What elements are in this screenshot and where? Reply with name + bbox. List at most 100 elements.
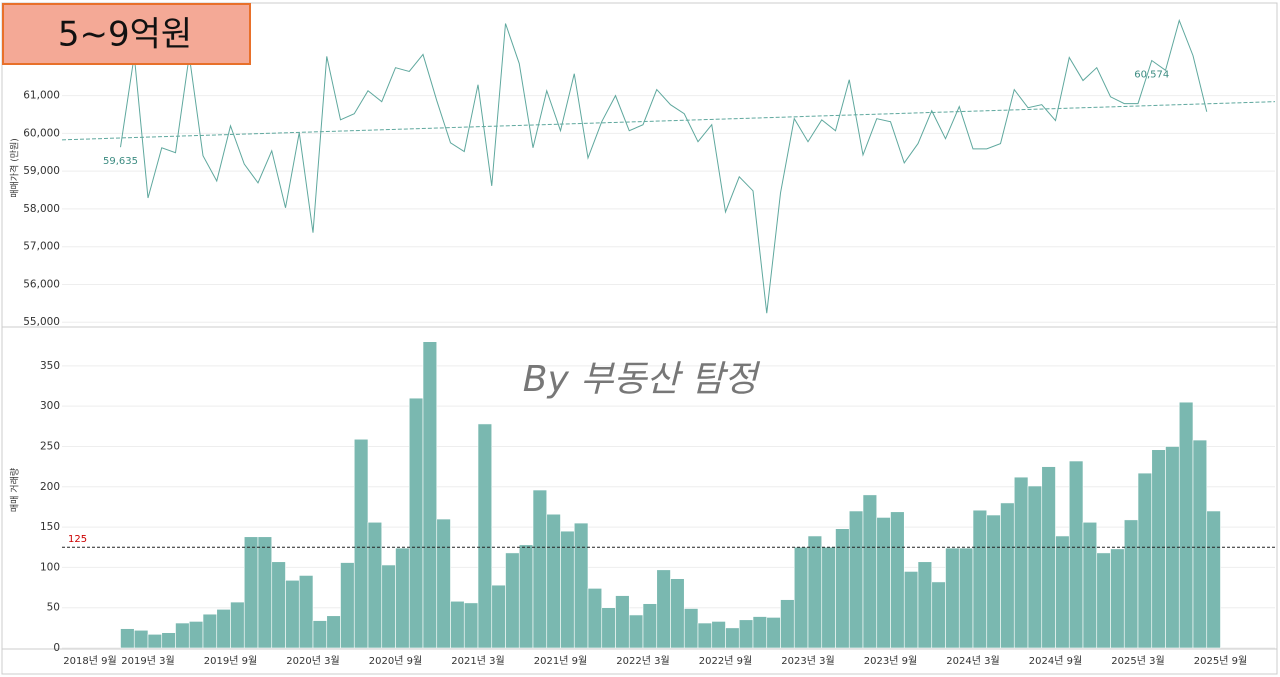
- bar: [890, 511, 905, 649]
- y-tick-label: 200: [40, 481, 60, 493]
- bar: [367, 521, 383, 649]
- bar: [147, 633, 163, 649]
- x-tick-label: 2020년 9월: [369, 655, 422, 667]
- bar: [1013, 476, 1029, 649]
- bar: [216, 609, 231, 649]
- bar: [972, 509, 988, 649]
- bar: [230, 601, 245, 649]
- bar: [683, 608, 699, 649]
- bar: [1137, 472, 1153, 649]
- bar: [491, 584, 506, 649]
- data-label: 60,574: [1134, 70, 1169, 81]
- bar: [326, 615, 341, 649]
- bar: [821, 546, 836, 649]
- bar: [120, 628, 135, 649]
- y-tick-label: 300: [40, 400, 60, 412]
- y-tick-label: 350: [40, 360, 60, 372]
- bar: [931, 581, 946, 649]
- bar: [1027, 485, 1043, 649]
- x-tick-label: 2021년 3월: [451, 655, 504, 667]
- bar: [532, 489, 548, 649]
- y-tick-label: 100: [40, 561, 60, 573]
- bar: [615, 595, 630, 649]
- watermark: By 부동산 탐정: [523, 359, 761, 400]
- bar: [1178, 401, 1194, 649]
- bar: [436, 518, 451, 649]
- bar: [1123, 519, 1139, 649]
- bar: [175, 622, 190, 649]
- y-tick-label: 60,000: [23, 127, 60, 139]
- chart-title: 5~9억원: [58, 15, 192, 55]
- bar: [271, 561, 286, 649]
- bar: [986, 514, 1001, 649]
- plot-layer: 55,000 56,000 57,000 58,000 59,000 60,000 61,0…: [23, 18, 1276, 667]
- x-tick-label: 2024년 3월: [946, 655, 999, 667]
- bar: [1110, 548, 1125, 649]
- x-tick-label: 2022년 3월: [616, 655, 669, 667]
- bar: [518, 544, 534, 649]
- bar: [711, 621, 726, 649]
- bar: [587, 588, 603, 649]
- bar: [505, 552, 520, 649]
- bar: [848, 510, 864, 649]
- x-tick-label: 2023년 3월: [781, 655, 834, 667]
- bar: [1206, 510, 1221, 649]
- bar: [835, 528, 850, 649]
- bar: [408, 397, 424, 649]
- bar: [862, 494, 878, 649]
- x-tick-label: 2020년 3월: [286, 655, 339, 667]
- title-box: [2, 3, 251, 65]
- bar: [1192, 439, 1208, 649]
- bar: [381, 564, 396, 649]
- x-tick-label: 2025년 9월: [1194, 655, 1247, 667]
- bar: [285, 579, 300, 649]
- bar: [766, 617, 781, 649]
- bar: [202, 613, 218, 649]
- bar: [161, 632, 176, 649]
- bar: [793, 546, 809, 649]
- bar: [1068, 460, 1084, 649]
- bar: [477, 423, 493, 649]
- y-tick-label: 61,000: [23, 90, 60, 102]
- bar: [807, 535, 823, 649]
- bar: [257, 536, 273, 649]
- bar: [1041, 466, 1056, 649]
- x-tick-label: 2025년 3월: [1111, 655, 1164, 667]
- bar: [422, 341, 438, 649]
- bar: [903, 571, 919, 649]
- y-axis-title: 매매 거래량: [9, 468, 21, 512]
- bar: [945, 547, 960, 649]
- bar: [340, 562, 355, 649]
- bar: [780, 599, 795, 649]
- y-tick-label: 0: [53, 642, 60, 654]
- bar: [243, 536, 259, 649]
- bar: [642, 603, 658, 649]
- y-tick-label: 57,000: [23, 241, 60, 253]
- x-tick-label: 2022년 9월: [699, 655, 752, 667]
- bar: [1151, 449, 1166, 649]
- x-tick-label: 2019년 9월: [204, 655, 257, 667]
- y-tick-label: 55,000: [23, 316, 60, 328]
- y-tick-label: 58,000: [23, 203, 60, 215]
- bar: [752, 616, 768, 649]
- y-axis-title: 매매가격 (만원): [9, 138, 21, 198]
- bar: [738, 619, 754, 649]
- bar: [133, 629, 149, 649]
- y-tick-label: 50: [47, 602, 60, 614]
- bar: [573, 522, 589, 649]
- bar: [1082, 521, 1098, 649]
- trend-line: [61, 101, 1276, 141]
- bar: [876, 517, 891, 649]
- bar: [1055, 535, 1070, 649]
- y-tick-label: 59,000: [23, 165, 60, 177]
- bar: [628, 614, 644, 649]
- x-tick-label: 2019년 3월: [121, 655, 174, 667]
- x-tick-label: 2018년 9월: [63, 655, 116, 667]
- x-tick-label: 2024년 9월: [1029, 655, 1082, 667]
- data-label: 59,635: [103, 156, 138, 167]
- bar: [450, 600, 465, 649]
- x-tick-label: 2023년 9월: [864, 655, 917, 667]
- bar: [463, 602, 479, 649]
